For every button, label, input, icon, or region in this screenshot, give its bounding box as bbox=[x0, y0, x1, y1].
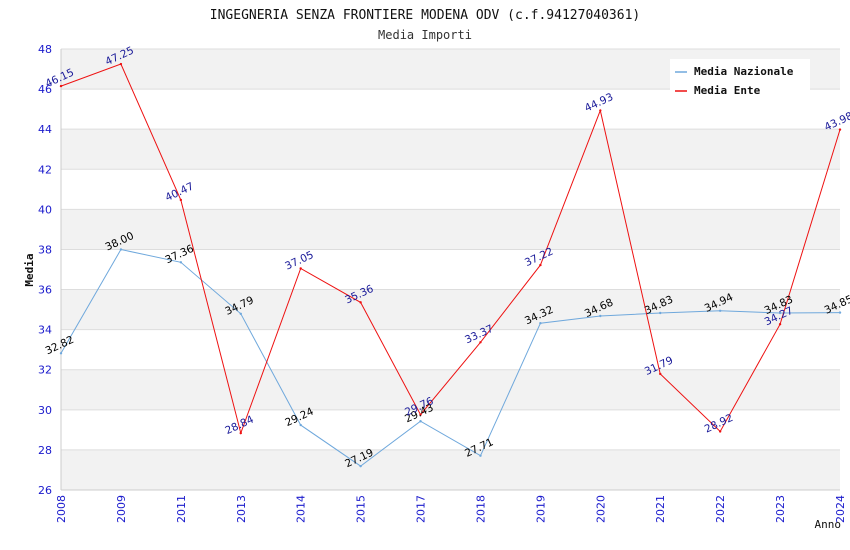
data-point-media-nazionale bbox=[239, 312, 242, 316]
data-point-media-nazionale bbox=[119, 248, 123, 251]
chart-subtitle: Media Importi bbox=[378, 28, 472, 42]
y-tick-label: 36 bbox=[38, 284, 52, 297]
data-label-media-ente: 37.05 bbox=[283, 249, 315, 273]
legend-label-media-ente: Media Ente bbox=[694, 84, 761, 97]
y-tick-labels: 26 28 30 32 34 36 38 40 42 44 46 48 bbox=[38, 43, 52, 497]
data-point-media-ente bbox=[838, 128, 842, 131]
x-tick-label: 2013 bbox=[235, 495, 248, 523]
data-point-media-ente bbox=[59, 84, 63, 88]
data-point-media-nazionale bbox=[718, 309, 722, 312]
y-tick-label: 34 bbox=[38, 324, 52, 337]
data-point-media-nazionale bbox=[838, 311, 842, 314]
data-point-media-nazionale bbox=[599, 314, 602, 318]
data-point-media-nazionale bbox=[179, 261, 183, 264]
data-point-media-ente bbox=[299, 267, 302, 270]
legend-label-media-nazionale: Media Nazionale bbox=[694, 65, 794, 78]
data-point-media-ente bbox=[179, 198, 183, 202]
x-tick-label: 2009 bbox=[115, 495, 128, 523]
series-layer bbox=[59, 62, 842, 468]
series-line-media-nazionale bbox=[60, 248, 841, 467]
data-point-media-ente bbox=[778, 323, 782, 326]
data-point-media-nazionale bbox=[299, 423, 302, 427]
x-axis-title: Anno bbox=[815, 518, 842, 531]
x-tick-label: 2024 bbox=[834, 495, 847, 523]
x-tick-label: 2020 bbox=[594, 495, 607, 523]
data-point-media-ente bbox=[419, 413, 422, 416]
data-point-media-nazionale bbox=[778, 311, 782, 315]
data-label-media-ente: 28.92 bbox=[703, 412, 735, 436]
x-tick-label: 2015 bbox=[355, 495, 368, 523]
x-tick-label: 2017 bbox=[415, 495, 428, 523]
data-point-media-ente bbox=[718, 430, 722, 433]
y-tick-label: 30 bbox=[38, 404, 52, 417]
data-point-media-nazionale bbox=[479, 454, 482, 457]
data-point-media-nazionale bbox=[419, 420, 422, 423]
x-tick-label: 2021 bbox=[654, 495, 667, 523]
data-point-media-nazionale bbox=[59, 352, 63, 355]
grid-band bbox=[61, 289, 840, 330]
data-point-media-ente bbox=[359, 301, 362, 304]
grid-band bbox=[61, 209, 840, 250]
grid-band bbox=[61, 129, 840, 170]
data-point-media-ente bbox=[659, 372, 662, 376]
y-tick-label: 48 bbox=[38, 43, 52, 56]
y-axis-title: Media bbox=[23, 253, 36, 286]
data-label-media-ente: 40.47 bbox=[163, 180, 195, 204]
grid-band bbox=[61, 449, 840, 490]
x-tick-labels: 2008 2009 2011 2013 2014 2015 2017 2018 2019 2020… bbox=[55, 495, 847, 523]
y-tick-label: 42 bbox=[38, 163, 52, 176]
y-tick-label: 46 bbox=[38, 83, 52, 96]
y-tick-label: 28 bbox=[38, 444, 52, 457]
x-tick-label: 2008 bbox=[55, 495, 68, 523]
x-tick-label: 2019 bbox=[534, 495, 547, 523]
data-point-media-ente bbox=[539, 263, 542, 267]
x-tick-label: 2018 bbox=[474, 495, 487, 523]
data-point-media-nazionale bbox=[359, 464, 362, 468]
data-point-media-nazionale bbox=[659, 311, 662, 315]
series-line-media-ente bbox=[60, 63, 841, 435]
data-point-media-nazionale bbox=[539, 322, 542, 325]
y-tick-label: 26 bbox=[38, 484, 52, 497]
y-tick-label: 40 bbox=[38, 203, 52, 216]
x-tick-label: 2014 bbox=[295, 495, 308, 523]
legend-background bbox=[670, 59, 810, 101]
data-point-media-ente bbox=[479, 341, 482, 344]
chart-title: INGEGNERIA SENZA FRONTIERE MODENA ODV (c… bbox=[210, 8, 640, 23]
legend: Media Nazionale Media Ente bbox=[670, 59, 810, 101]
data-point-media-ente bbox=[239, 431, 242, 435]
data-label-media-ente: 28.84 bbox=[223, 413, 256, 437]
data-label-media-ente: 44.93 bbox=[583, 91, 615, 115]
grid-band bbox=[61, 369, 840, 410]
x-tick-label: 2023 bbox=[774, 495, 787, 523]
data-label-media-nazionale: 32.82 bbox=[44, 334, 76, 358]
y-tick-label: 32 bbox=[38, 364, 52, 377]
y-tick-label: 44 bbox=[38, 123, 52, 136]
x-tick-label: 2011 bbox=[175, 495, 188, 523]
y-tick-label: 38 bbox=[38, 243, 52, 256]
x-tick-label: 2022 bbox=[714, 495, 727, 523]
data-point-media-ente bbox=[599, 109, 602, 112]
data-point-media-ente bbox=[119, 62, 123, 66]
